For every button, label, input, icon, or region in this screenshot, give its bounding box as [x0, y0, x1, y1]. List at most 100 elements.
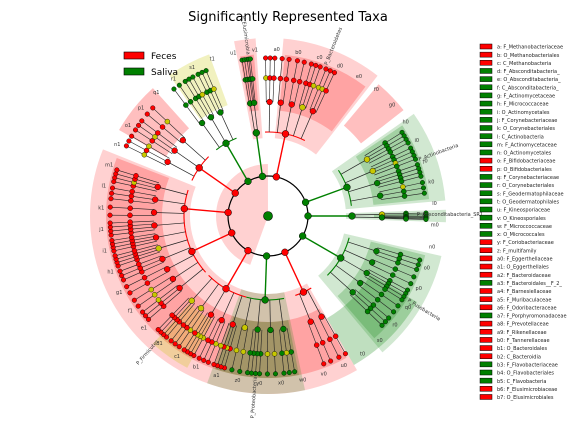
- taxa-label-b2: b2: C_Bacteroidia: [497, 354, 541, 360]
- node-4: [263, 55, 269, 61]
- branch-sub-2-2: [348, 182, 378, 193]
- node-302: [171, 147, 178, 154]
- branch-sub-8-3: [162, 247, 191, 260]
- node-272: [150, 209, 158, 216]
- taxa-swatch-a3: [479, 280, 493, 286]
- taxa-label-a8: a8: F_Prevotellaceae: [497, 322, 549, 328]
- node-label-7: h0: [402, 119, 408, 125]
- branch-phylum-5: [284, 251, 305, 293]
- node-0: [272, 173, 280, 181]
- taxa-label-j: j: F_Corynebacteriaceae: [496, 118, 557, 124]
- taxa-swatch-b5: [479, 377, 493, 384]
- node-199: [192, 330, 198, 336]
- node-123: [378, 291, 385, 298]
- taxa-swatch-m: [479, 141, 493, 148]
- taxa-label-k: k: O_Corynebacteriales: [497, 126, 555, 132]
- taxa-label-a9: a9: F_Rikenellaceae: [497, 330, 547, 336]
- clade-subsector-1: [239, 54, 259, 112]
- branch-sub-10-0: [167, 161, 195, 177]
- node-207: [168, 338, 174, 344]
- node-226: [169, 275, 177, 283]
- node-282: [129, 188, 135, 195]
- taxa-swatch-p: [479, 166, 493, 172]
- node-label-13: n0: [429, 244, 435, 250]
- node-305: [152, 134, 158, 140]
- node-159: [264, 371, 270, 377]
- taxa-label-g: g: F_Actinomycetaceae: [497, 94, 555, 100]
- taxa-swatch-l: [479, 133, 493, 139]
- node-217: [228, 229, 236, 237]
- branch-sub-7-1: [221, 292, 235, 321]
- taxa-label-m: m: F_Actinomycetaceae: [497, 142, 557, 148]
- node-30: [327, 68, 333, 74]
- node-158: [264, 351, 271, 357]
- node-251: [112, 253, 118, 259]
- taxa-swatch-b2: [479, 353, 493, 359]
- clade-subsector-5: [337, 241, 426, 339]
- node-label-15: p0: [416, 286, 422, 292]
- taxa-label-a0: a0: F_Eggerthellaceae: [497, 257, 553, 263]
- node-294: [195, 164, 203, 172]
- node-223: [143, 313, 149, 319]
- node-105: [415, 262, 421, 268]
- taxa-label-n: n: O_Actinomycetales: [497, 151, 552, 157]
- node-144: [313, 342, 320, 348]
- branch-phylum-11: [225, 142, 249, 182]
- node-84: [348, 212, 356, 220]
- taxa-label-a7: a7: F_Porphyromonadaceae: [497, 314, 567, 320]
- taxa-swatch-a: [479, 43, 493, 50]
- taxa-swatch-a0: [479, 255, 493, 262]
- node-201: [197, 305, 205, 312]
- branch-sub-7-0: [232, 295, 243, 325]
- node-17: [296, 78, 303, 85]
- taxa-label-b4: b4: O_Flavobacteriales: [497, 371, 554, 377]
- node-76: [377, 192, 384, 199]
- taxa-swatch-d: [479, 68, 493, 74]
- taxa-swatch-a2: [479, 271, 493, 278]
- node-28: [323, 66, 329, 72]
- taxa-swatch-b4: [479, 369, 493, 376]
- taxa-swatch-g: [479, 92, 493, 99]
- node-297: [123, 143, 129, 149]
- node-127: [349, 289, 356, 296]
- node-40: [250, 99, 258, 106]
- node-label-6: g0: [389, 102, 395, 108]
- node-99: [298, 232, 307, 240]
- node-149: [288, 349, 294, 355]
- node-232: [144, 280, 151, 286]
- branch-sub-9-3: [157, 186, 187, 195]
- node-45: [249, 76, 256, 82]
- node-67: [374, 180, 381, 187]
- node-150: [292, 369, 298, 375]
- branch-sub-2-1: [345, 170, 373, 184]
- node-208: [188, 297, 195, 304]
- node-label-4: e0: [356, 74, 362, 80]
- node-291: [133, 173, 139, 179]
- node-120: [382, 286, 388, 292]
- node-47: [301, 198, 310, 206]
- node-65: [394, 163, 400, 170]
- node-75: [418, 173, 424, 179]
- node-219: [176, 284, 183, 292]
- taxa-swatch-i: [479, 108, 493, 115]
- node-23: [313, 62, 319, 68]
- node-103: [417, 257, 423, 263]
- node-82: [421, 190, 427, 196]
- node-296: [141, 152, 148, 158]
- node-label-24: y0: [256, 381, 262, 387]
- branch-sub-1-1: [253, 102, 259, 133]
- taxa-label-o: o: F_Bifidobacteriaceae: [497, 159, 555, 165]
- taxa-swatch-a4: [479, 288, 493, 294]
- root-node: [263, 211, 273, 221]
- taxa-swatch-z: [479, 247, 493, 253]
- node-312: [164, 118, 171, 125]
- node-317: [183, 102, 189, 108]
- branch-sub-9-1: [154, 212, 185, 214]
- node-139: [327, 336, 333, 343]
- node-172: [233, 347, 240, 354]
- node-18: [301, 59, 307, 65]
- node-110: [411, 274, 417, 280]
- node-243: [155, 245, 162, 252]
- taxa-label-a: a: F_Methanobacteriaceae: [497, 45, 563, 51]
